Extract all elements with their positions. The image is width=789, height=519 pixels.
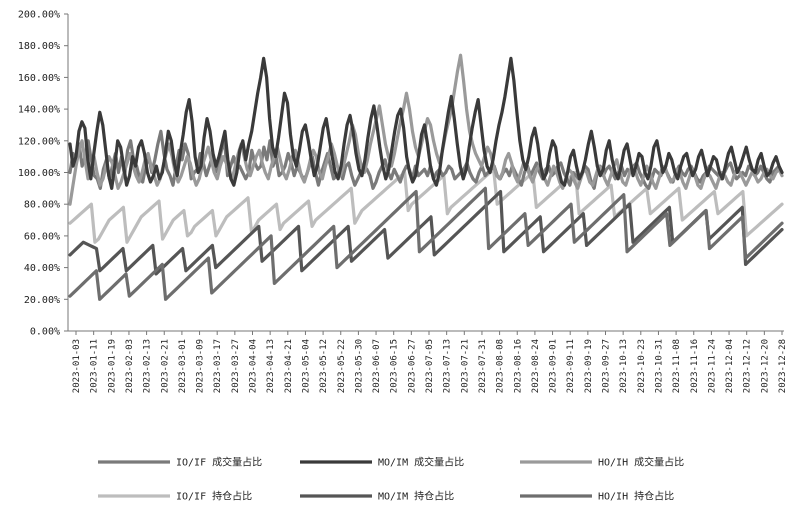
y-tick-label: 160.00%	[18, 73, 60, 84]
x-tick-label: 2023-07-05	[425, 339, 435, 393]
y-tick-label: 100.00%	[18, 168, 60, 179]
x-tick-label: 2023-01-11	[90, 339, 100, 393]
x-tick-label: 2023-05-04	[301, 339, 311, 393]
x-tick-label: 2023-08-16	[513, 339, 523, 393]
x-tick-label: 2023-07-31	[478, 339, 488, 393]
y-tick-label: 20.00%	[24, 295, 60, 306]
y-tick-label: 0.00%	[30, 327, 60, 338]
x-tick-label: 2023-03-09	[196, 339, 206, 393]
legend-label: MO/IM 成交量占比	[378, 456, 464, 469]
x-tick-label: 2023-06-15	[390, 339, 400, 393]
legend-item-0: IO/IF 成交量占比	[98, 456, 262, 469]
x-tick-label: 2023-07-21	[460, 339, 470, 393]
x-tick-label: 2023-11-16	[690, 339, 700, 393]
y-tick-label: 80.00%	[24, 200, 60, 211]
x-tick-label: 2023-03-01	[178, 339, 188, 393]
x-tick-label: 2023-05-22	[337, 339, 347, 393]
legend-item-2: HO/IH 成交量占比	[520, 456, 684, 469]
legend-label: HO/IH 持仓占比	[598, 490, 674, 503]
legend-label: IO/IF 持仓占比	[176, 490, 252, 503]
x-tick-label: 2023-03-27	[231, 339, 241, 393]
legend-label: IO/IF 成交量占比	[176, 456, 262, 469]
y-tick-label: 180.00%	[18, 41, 60, 52]
x-tick-label: 2023-10-23	[637, 339, 647, 393]
x-tick-label: 2023-02-13	[143, 339, 153, 393]
x-tick-label: 2023-08-24	[531, 339, 541, 393]
x-tick-label: 2023-09-19	[584, 339, 594, 393]
legend-label: HO/IH 成交量占比	[598, 456, 684, 469]
x-tick-label: 2023-12-28	[778, 339, 788, 393]
x-tick-label: 2023-09-11	[566, 339, 576, 393]
x-tick-label: 2023-05-30	[354, 339, 364, 393]
x-tick-label: 2023-06-27	[407, 339, 417, 393]
legend-item-4: MO/IM 持仓占比	[300, 490, 454, 503]
series-layer	[68, 53, 784, 301]
x-tick-label: 2023-07-13	[443, 339, 453, 393]
legend-item-5: HO/IH 持仓占比	[520, 490, 674, 503]
x-tick-label: 2023-04-21	[284, 339, 294, 393]
series-line-4	[68, 189, 784, 276]
y-tick-label: 60.00%	[24, 231, 60, 242]
x-tick-label: 2023-02-21	[160, 339, 170, 393]
y-tick-label: 140.00%	[18, 105, 60, 116]
x-axis: 2023-01-03 2023-01-11 2023-01-19 2023-02-03…	[68, 330, 788, 393]
x-tick-label: 2023-06-07	[372, 339, 382, 393]
x-tick-label: 2023-12-12	[743, 339, 753, 393]
x-tick-label: 2023-10-13	[619, 339, 629, 393]
legend-item-3: IO/IF 持仓占比	[98, 490, 252, 503]
x-tick-label: 2023-01-03	[72, 339, 82, 393]
x-tick-label: 2023-04-13	[266, 339, 276, 393]
x-tick-label: 2023-12-20	[760, 339, 770, 393]
x-tick-label: 2023-10-31	[654, 339, 664, 393]
x-tick-label: 2023-09-01	[549, 339, 559, 393]
legend-label: MO/IM 持仓占比	[378, 490, 454, 503]
y-tick-label: 120.00%	[18, 136, 60, 147]
series-line-5	[68, 186, 784, 301]
y-tick-label: 40.00%	[24, 263, 60, 274]
x-tick-label: 2023-03-17	[213, 339, 223, 393]
x-tick-label: 2023-04-04	[249, 339, 259, 393]
legend: IO/IF 成交量占比 MO/IM 成交量占比 HO/IH 成交量占比 IO/IF 持…	[98, 456, 684, 503]
legend-item-1: MO/IM 成交量占比	[300, 456, 464, 469]
y-tick-label: 200.00%	[18, 10, 60, 21]
series-line-1	[68, 56, 784, 190]
x-tick-label: 2023-11-08	[672, 339, 682, 393]
x-tick-label: 2023-08-08	[496, 339, 506, 393]
x-tick-label: 2023-02-03	[125, 339, 135, 393]
x-tick-label: 2023-11-24	[707, 339, 717, 393]
x-tick-label: 2023-05-12	[319, 339, 329, 393]
y-axis: 0.00% 20.00% 40.00% 60.00% 80.00% 100.00% 120.…	[18, 10, 69, 338]
x-tick-label: 2023-12-04	[725, 339, 735, 393]
x-tick-label: 2023-09-27	[602, 339, 612, 393]
series-line-3	[68, 167, 784, 244]
x-tick-label: 2023-01-19	[107, 339, 117, 393]
